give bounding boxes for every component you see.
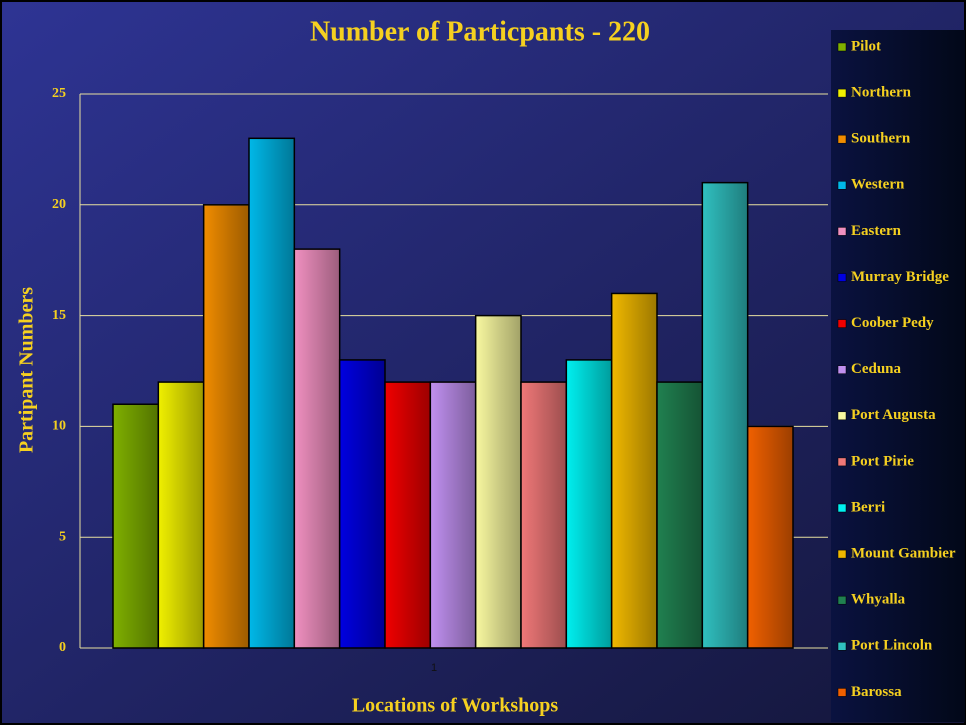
legend-label: Port Pirie <box>851 453 914 469</box>
legend-panel <box>831 30 965 722</box>
legend-label: Berri <box>851 499 885 515</box>
x-axis-title: Locations of Workshops <box>352 695 559 717</box>
bar-shade <box>249 138 295 648</box>
legend-label: Coober Pedy <box>851 315 934 331</box>
legend-swatch <box>837 642 847 651</box>
legend-swatch <box>837 273 847 282</box>
legend-swatch <box>837 365 847 374</box>
bar-shade <box>294 249 340 648</box>
bar-shade <box>475 315 521 648</box>
x-tick-label: 1 <box>431 662 437 674</box>
bar-shade <box>385 382 431 648</box>
legend-label: Southern <box>851 131 911 147</box>
chart-title: Number of Particpants - 220 <box>310 16 650 47</box>
y-tick-label: 0 <box>59 640 66 655</box>
legend-label: Ceduna <box>851 361 902 377</box>
bar-shade <box>657 382 703 648</box>
legend-label: Western <box>851 177 905 193</box>
legend-label: Eastern <box>851 223 902 239</box>
legend-swatch <box>837 319 847 328</box>
legend-swatch <box>837 227 847 236</box>
legend-swatch <box>837 503 847 513</box>
legend-label: Northern <box>851 85 912 101</box>
legend-swatch <box>837 595 847 605</box>
bar-shade <box>611 293 657 648</box>
bar-shade <box>521 382 567 648</box>
y-tick-label: 5 <box>59 529 66 544</box>
legend-label: Pilot <box>851 38 881 54</box>
y-tick-label: 15 <box>52 308 66 323</box>
bar-shade <box>702 182 748 648</box>
legend-label: Mount Gambier <box>851 546 956 562</box>
legend-swatch <box>837 88 847 98</box>
legend-swatch <box>837 457 847 467</box>
bar-shade <box>339 359 385 648</box>
legend-swatch <box>837 688 847 697</box>
bar-shade <box>747 426 793 648</box>
bar-shade <box>566 359 612 648</box>
bar-shade <box>113 404 159 648</box>
y-tick-label: 25 <box>52 86 66 101</box>
legend-swatch <box>837 181 847 190</box>
legend-swatch <box>837 42 847 52</box>
y-tick-label: 20 <box>52 197 66 212</box>
y-tick-label: 10 <box>52 419 66 434</box>
legend-swatch <box>837 134 847 144</box>
legend-swatch <box>837 411 847 421</box>
legend-label: Port Augusta <box>851 407 936 423</box>
legend-label: Whyalla <box>851 592 906 608</box>
legend-swatch <box>837 549 847 559</box>
bar-shade <box>203 204 249 649</box>
legend-label: Port Lincoln <box>851 638 933 654</box>
bar-shade <box>430 382 476 648</box>
y-axis-title: Partipant Numbers <box>16 287 38 453</box>
legend-label: Murray Bridge <box>851 269 949 285</box>
bar-shade <box>158 382 204 648</box>
legend-label: Barossa <box>851 684 902 700</box>
